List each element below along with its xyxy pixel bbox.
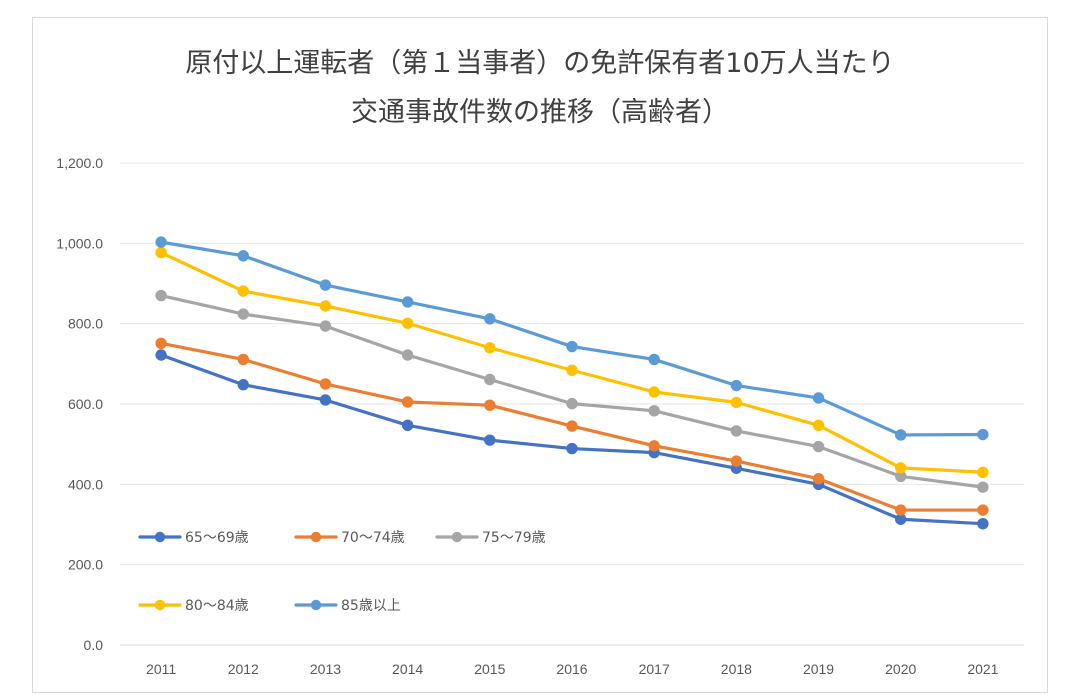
data-point [730,455,743,467]
data-point [237,285,249,297]
data-point [401,419,414,431]
x-tick-label: 2018 [721,661,752,677]
legend: 65～69歳 70～74歳 75～79歳 80～84歳 85歳以上 [138,530,546,614]
y-tick-label: 800.0 [68,316,103,332]
data-point [319,279,332,291]
data-point [484,373,496,386]
data-point [895,462,907,474]
data-point [566,397,578,410]
data-point [895,429,907,441]
legend-swatch-marker [310,599,322,611]
legend-label: 65～69歳 [185,530,249,546]
data-point [812,440,825,453]
data-point [401,296,414,308]
series-line [159,353,985,526]
data-point [977,428,989,441]
y-tick-label: 1,000.0 [56,235,103,251]
series-2 [155,337,989,516]
gridlines [120,162,1024,646]
chart-frame [32,17,1048,693]
data-point [401,349,414,361]
y-tick-label: 400.0 [68,476,103,492]
data-point [401,317,414,329]
data-point [319,320,332,332]
y-tick-label: 1,200.0 [56,155,103,171]
data-point [566,442,578,455]
legend-item: 75～79歳 [435,530,546,546]
x-tick-label: 2012 [228,661,259,677]
data-point [566,340,578,353]
legend-swatch-marker [451,531,463,543]
x-tick-label: 2021 [967,661,998,677]
x-tick-label: 2017 [639,661,670,677]
series-line [159,250,985,474]
chart-title-line-1: 原付以上運転者（第１当事者）の免許保有者10万人当たり [185,48,894,79]
data-point [895,504,907,516]
data-point [155,289,167,302]
data-point [155,246,167,259]
legend-item: 70～74歳 [294,530,405,546]
data-point [484,342,496,354]
data-point [812,419,825,431]
data-point [977,504,989,516]
y-tick-label: 600.0 [68,396,103,412]
data-point [155,349,167,361]
chart-title-line-2: 交通事故件数の推移（高齢者） [351,97,729,128]
x-tick-label: 2019 [803,661,834,677]
legend-item: 65～69歳 [138,530,249,546]
data-point [155,337,167,350]
x-tick-label: 2016 [556,661,587,677]
legend-label: 70～74歳 [341,530,405,546]
data-point [319,378,332,390]
data-point [648,353,660,366]
legend-item: 80～84歳 [138,598,249,614]
legend-label: 85歳以上 [341,598,401,614]
data-point [977,466,989,478]
data-point [237,379,249,391]
x-tick-label: 2013 [310,661,341,677]
x-tick-label: 2011 [146,661,176,677]
legend-swatch-marker [154,599,166,611]
data-point [319,300,332,312]
data-point [648,440,660,452]
x-tick-label: 2015 [474,661,505,677]
x-axis-ticks: 2011 2012 2013 2014 2015 2016 2017 2018 2019 2020… [146,661,999,677]
series-3 [155,289,989,493]
series-lines [155,236,989,530]
legend-label: 80～84歳 [185,598,249,614]
data-point [730,425,743,437]
data-point [237,250,249,262]
x-tick-label: 2020 [885,661,916,677]
legend-swatch-marker [154,531,166,543]
data-point [484,313,496,325]
data-point [730,379,743,392]
data-point [155,236,167,248]
legend-item: 85歳以上 [294,598,401,614]
data-point [484,399,496,411]
data-point [812,392,825,404]
data-point [401,396,414,408]
x-tick-label: 2014 [392,661,423,677]
data-point [730,396,743,409]
data-point [977,517,989,530]
data-point [566,364,578,376]
data-point [319,394,332,406]
series-5 [155,236,989,441]
legend-swatch-marker [310,531,322,543]
y-tick-label: 200.0 [68,557,103,573]
data-point [566,420,578,432]
y-tick-label: 0.0 [84,637,104,653]
data-point [484,434,496,446]
y-axis-ticks: 0.0 200.0 400.0 600.0 800.0 1,000.0 1,200.0 [56,155,103,653]
legend-label: 75～79歳 [482,530,546,546]
data-point [648,386,660,398]
data-point [237,308,249,320]
data-point [237,353,249,366]
data-point [812,473,825,485]
data-point [977,481,989,493]
series-1 [155,349,989,530]
data-point [648,405,660,417]
